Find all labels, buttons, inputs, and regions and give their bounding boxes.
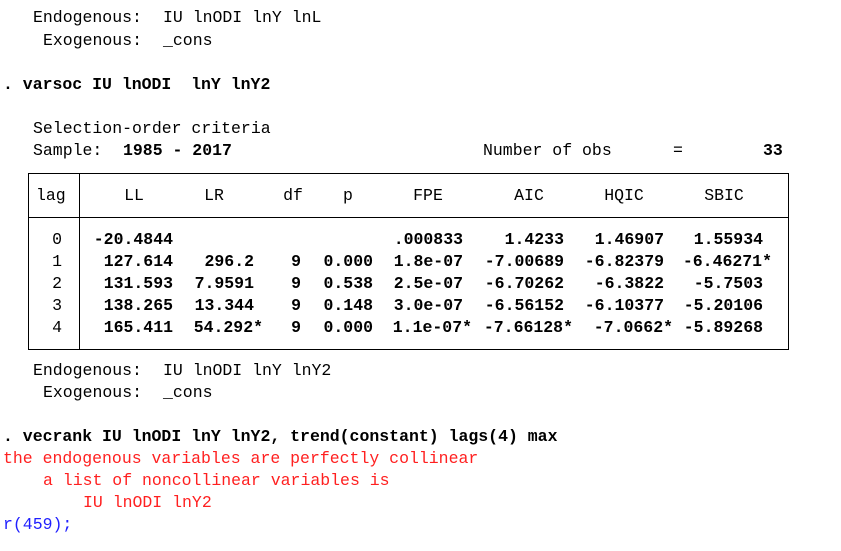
cell-lag-lag3: 3 [52,296,62,315]
header-df: df [283,186,303,205]
varsoc-title: Selection-order criteria [33,119,271,138]
header-ll: LL [124,186,144,205]
cell-df-lag4: 9 [291,318,301,337]
cell-df-lag2: 9 [291,274,301,293]
cell-ll-lag4: 165.411 [103,318,173,337]
table-divider-horizontal [29,217,788,218]
endogenous-label-2: Endogenous: [33,361,142,380]
command-vecrank: . vecrank IU lnODI lnY lnY2, trend(const… [3,427,558,446]
exogenous-label-2: Exogenous: [43,383,143,402]
cell-hqic-lag4: -7.0662* [593,318,673,337]
exogenous-label: Exogenous: [43,31,143,50]
command-varsoc: . varsoc IU lnODI lnY lnY2 [3,75,271,94]
cell-ll-lag0: -20.4844 [93,230,173,249]
nobs-label: Number of obs [483,141,612,160]
cell-p-lag3: 0.148 [323,296,373,315]
cell-ll-lag2: 131.593 [103,274,173,293]
endogenous-vars: IU lnODI lnY lnL [163,8,322,27]
cell-ll-lag3: 138.265 [103,296,173,315]
cell-fpe-lag4: 1.1e-07* [392,318,472,337]
return-code-link[interactable]: r(459); [3,515,73,534]
nobs-equals: = [673,141,683,160]
cell-ll-lag1: 127.614 [103,252,173,271]
endogenous-vars-2: IU lnODI lnY lnY2 [163,361,332,380]
header-p: p [343,186,353,205]
cell-p-lag2: 0.538 [323,274,373,293]
cell-aic-lag2: -6.70262 [484,274,564,293]
endogenous-label: Endogenous: [33,8,142,27]
error-message: the endogenous variables are perfectly c… [3,449,479,468]
cell-sbic-lag1: -6.46271* [682,252,772,271]
cell-p-lag4: 0.000 [323,318,373,337]
cell-lag-lag2: 2 [52,274,62,293]
nobs-value: 33 [763,141,783,160]
cell-sbic-lag2: -5.7503 [693,274,763,293]
header-hqic: HQIC [604,186,644,205]
cell-sbic-lag4: -5.89268 [683,318,763,337]
cell-df-lag1: 9 [291,252,301,271]
cell-lag-lag4: 4 [52,318,62,337]
cell-lag-lag0: 0 [52,230,62,249]
exogenous-vars-2: _cons [163,383,213,402]
cell-sbic-lag3: -5.20106 [683,296,763,315]
cell-p-lag1: 0.000 [323,252,373,271]
header-lag: lag [36,186,66,205]
cell-aic-lag3: -6.56152 [484,296,564,315]
cell-hqic-lag2: -6.3822 [594,274,664,293]
cell-fpe-lag1: 1.8e-07 [393,252,463,271]
header-fpe: FPE [413,186,443,205]
cell-aic-lag4: -7.66128* [483,318,573,337]
cell-lr-lag2: 7.9591 [194,274,254,293]
exogenous-vars: _cons [163,31,213,50]
sample-value: 1985 - 2017 [123,141,232,160]
selection-order-table: lag LL LR df p FPE AIC HQIC SBIC 0 -20.4844 .000833… [28,173,789,350]
cell-sbic-lag0: 1.55934 [693,230,763,249]
cell-lr-lag4: 54.292* [193,318,263,337]
cell-fpe-lag3: 3.0e-07 [393,296,463,315]
cell-df-lag3: 9 [291,296,301,315]
cell-lr-lag3: 13.344 [194,296,254,315]
sample-label: Sample: [33,141,103,160]
cell-hqic-lag0: 1.46907 [594,230,664,249]
header-aic: AIC [514,186,544,205]
cell-fpe-lag0: .000833 [393,230,463,249]
header-lr: LR [204,186,224,205]
cell-fpe-lag2: 2.5e-07 [393,274,463,293]
error-detail: a list of noncollinear variables is [43,471,390,490]
cell-hqic-lag3: -6.10377 [584,296,664,315]
cell-aic-lag0: 1.4233 [504,230,564,249]
header-sbic: SBIC [704,186,744,205]
noncollinear-vars: IU lnODI lnY2 [83,493,212,512]
cell-aic-lag1: -7.00689 [484,252,564,271]
table-divider-vertical [79,174,80,349]
cell-lag-lag1: 1 [52,252,62,271]
cell-lr-lag1: 296.2 [204,252,254,271]
cell-hqic-lag1: -6.82379 [584,252,664,271]
